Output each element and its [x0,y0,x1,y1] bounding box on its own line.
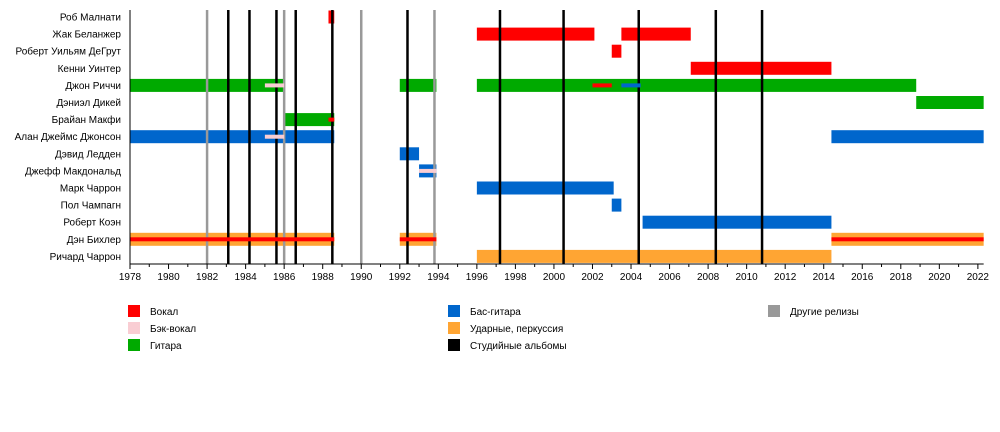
x-tick-label: 1982 [196,272,219,283]
x-tick-label: 2006 [658,272,681,283]
member-label: Марк Чаррон [60,184,121,195]
bar-bass [476,181,614,195]
member-label: Дэниэл Дикей [57,98,121,109]
member-label: Алан Джеймс Джонсон [15,132,121,143]
bar-bass [130,130,335,144]
bar-vocal [476,27,595,41]
legend-swatch-backing [128,322,140,334]
legend-swatch-vocal [128,305,140,317]
legend-label-vocal: Вокал [150,307,178,318]
bar-drums [476,249,832,263]
x-tick-label: 1998 [504,272,527,283]
member-label: Дэвид Ледден [55,149,121,160]
legend-label-drums: Ударные, перкуссия [470,324,563,335]
x-tick-label: 1990 [350,272,373,283]
x-tick-label: 1994 [427,272,450,283]
x-tick-label: 2000 [543,272,566,283]
bar-vocal [611,44,622,58]
x-tick-label: 2002 [581,272,604,283]
legend-label-bass: Бас-гитара [470,307,521,318]
x-tick-label: 1996 [466,272,489,283]
x-tick-label: 2012 [774,272,797,283]
x-tick-label: 1988 [312,272,335,283]
member-label: Дэн Бихлер [67,235,122,246]
member-label: Кенни Уинтер [58,64,122,75]
bar-guitar [284,113,335,127]
member-label: Жак Беланжер [52,30,121,41]
legend-label-studio: Студийные альбомы [470,340,567,352]
overlay-backing [419,168,437,173]
legend-swatch-studio [448,339,460,351]
bar-bass [642,215,832,229]
x-tick-label: 2008 [697,272,720,283]
x-tick-label: 2020 [928,272,951,283]
bar-guitar [399,78,437,92]
x-tick-label: 2014 [813,272,836,283]
bar-bass [399,147,420,161]
member-label: Роберт Коэн [63,217,121,229]
bar-vocal [621,27,691,41]
bar-guitar [916,96,984,109]
legend-swatch-bass [448,305,460,317]
x-tick-label: 1984 [234,272,257,283]
x-tick-label: 1986 [273,272,296,283]
member-label: Джон Риччи [65,81,121,92]
x-tick-label: 2004 [620,272,643,283]
legend-label-other: Другие релизы [790,307,859,318]
x-tick-label: 1980 [157,272,180,283]
member-label: Ричард Чаррон [50,252,121,263]
overlay-bass [621,83,641,88]
overlay-backing [264,134,285,139]
x-tick-label: 2018 [890,272,913,283]
x-tick-label: 1992 [389,272,412,283]
bar-guitar [476,78,917,92]
overlay-backing [264,83,285,88]
legend-swatch-other [768,305,780,317]
x-tick-label: 2016 [851,272,874,283]
legend-swatch-drums [448,322,460,334]
member-label: Джефф Макдональд [25,165,121,177]
bar-bass [831,130,984,144]
member-label: Пол Чампагн [61,201,121,212]
overlay-vocal [592,83,612,88]
legend-label-backing: Бэк-вокал [150,324,196,335]
member-label: Роб Малнати [60,12,121,24]
member-label: Брайан Макфи [52,114,121,126]
member-label: Роберт Уильям ДеГрут [16,46,122,58]
overlay-vocal [130,237,335,242]
bar-bass [611,198,622,212]
overlay-vocal [399,237,437,242]
x-tick-label: 2010 [736,272,759,283]
legend-label-guitar: Гитара [150,341,182,352]
overlay-vocal [831,237,984,242]
legend-swatch-guitar [128,339,140,351]
x-tick-label: 1978 [119,272,142,283]
x-tick-label: 2022 [967,272,990,283]
overlay-vocal [328,117,335,122]
